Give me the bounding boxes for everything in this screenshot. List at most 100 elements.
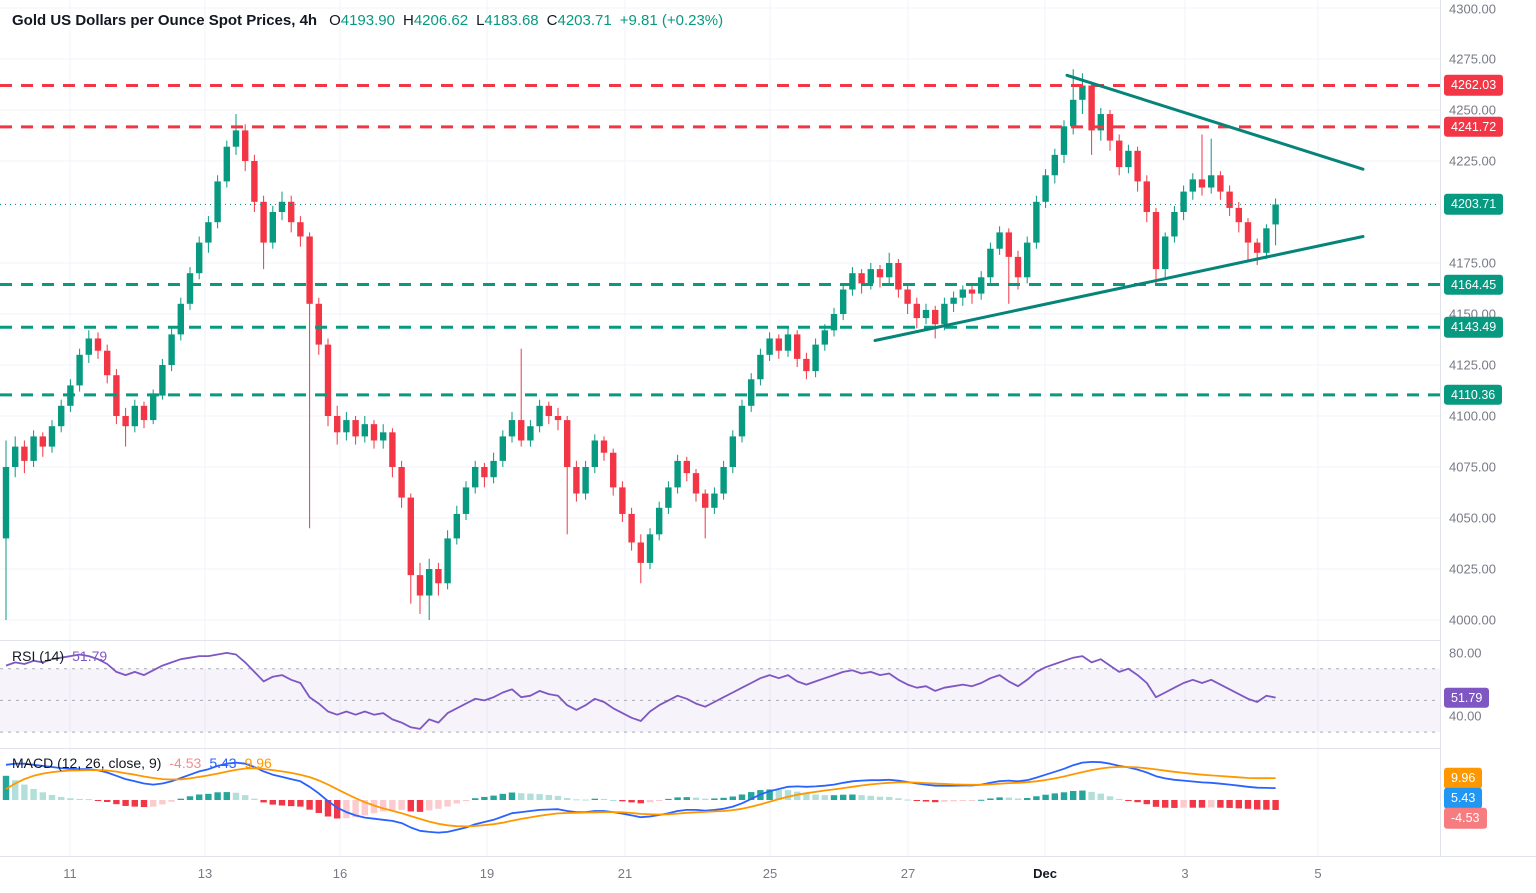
macd-hist-badge[interactable]: -4.53 (1444, 807, 1487, 829)
candle-body (527, 426, 534, 441)
macd-histogram-bar (1005, 797, 1012, 800)
macd-histogram-bar (1097, 793, 1104, 800)
macd-histogram-bar (58, 796, 65, 800)
axis-tick: 4250.00 (1449, 102, 1496, 118)
macd-histogram-bar (702, 798, 709, 800)
rsi-legend: RSI (14) 51.79 (12, 648, 107, 664)
macd-histogram-bar (1254, 800, 1261, 810)
macd-histogram-bar (30, 789, 37, 800)
candle-body (1254, 242, 1261, 253)
macd-histogram-bar (1180, 800, 1187, 808)
candle-body (941, 303, 948, 325)
candle-body (490, 460, 497, 478)
time-label: 5 (1314, 866, 1322, 881)
macd-histogram-bar (48, 794, 56, 800)
macd-histogram-bar (922, 800, 930, 802)
macd-signal-badge[interactable]: 9.96 (1444, 767, 1483, 789)
macd-histogram-bar (1088, 791, 1095, 800)
axis-tick: 4125.00 (1449, 357, 1496, 373)
macd-histogram-bar (1272, 800, 1279, 810)
candle-body (683, 460, 690, 474)
macd-histogram-bar (21, 784, 28, 800)
macd-histogram-bar (343, 800, 350, 819)
macd-histogram-bar (600, 798, 608, 800)
level-price-badge[interactable]: 4241.72 (1444, 116, 1504, 138)
trendline[interactable] (1065, 73, 1365, 171)
macd-histogram-bar (950, 800, 957, 802)
candle-body (1125, 150, 1132, 168)
candle-body (886, 263, 893, 278)
symbol-legend: Gold US Dollars per Ounce Spot Prices, 4… (12, 12, 723, 29)
macd-hist-value: -4.53 (169, 755, 202, 771)
macd-histogram-bar (1116, 798, 1123, 800)
macd-histogram-bar (876, 796, 884, 800)
macd-histogram-bar (932, 800, 939, 803)
open-value: 4193.90 (340, 12, 395, 29)
candle-body (334, 416, 341, 433)
candle-body (1097, 114, 1104, 131)
macd-histogram-bar (849, 794, 856, 800)
macd-histogram-bar (1033, 796, 1040, 800)
pane-separator-rsi[interactable] (0, 640, 1440, 641)
trendline[interactable] (873, 234, 1365, 343)
axis-tick: 4000.00 (1449, 612, 1496, 628)
macd-histogram-bar (398, 800, 405, 810)
candle-body (288, 201, 295, 223)
change-value: +9.81 (+0.23%) (619, 12, 724, 29)
candle-body (1272, 204, 1279, 225)
macd-histogram-bar (113, 800, 120, 805)
candle-body (950, 297, 957, 304)
macd-histogram-bar (619, 800, 626, 802)
rsi-title[interactable]: RSI (14) (12, 648, 65, 664)
candle-body (472, 467, 479, 488)
time-axis[interactable]: 11 13 16 19 21 25 27 Dec 3 5 (0, 857, 1536, 893)
level-price-badge[interactable]: 4164.45 (1444, 274, 1504, 295)
candle-body (1014, 256, 1022, 278)
macd-histogram-bar (472, 798, 479, 800)
macd-histogram-bar (812, 794, 819, 800)
macd-histogram-bar (361, 800, 368, 816)
macd-histogram-bar (591, 798, 598, 800)
axis-tick: 80.00 (1449, 645, 1482, 661)
rsi-value-badge[interactable]: 51.79 (1444, 687, 1490, 708)
macd-histogram-bar (306, 800, 313, 810)
low-label: L (476, 12, 485, 29)
price-axis[interactable]: 4300.00 4275.00 4250.00 4225.00 4175.00 4150.… (1441, 0, 1536, 856)
macd-signal-line (5, 766, 1276, 828)
rsi-line (5, 652, 1276, 730)
macd-histogram-bar (1143, 800, 1150, 805)
price-chart-canvas[interactable] (0, 0, 1440, 856)
symbol-title[interactable]: Gold US Dollars per Ounce Spot Prices, 4… (12, 12, 318, 29)
macd-histogram-bar (278, 800, 286, 806)
macd-histogram-bar (435, 800, 442, 809)
macd-histogram-bar (122, 800, 129, 806)
level-price-badge[interactable]: 4110.36 (1444, 384, 1503, 406)
candle-body (932, 309, 939, 325)
candle-body (150, 395, 157, 421)
macd-histogram-bar (830, 795, 838, 800)
candle-body (1208, 175, 1215, 188)
macd-line-badge[interactable]: 5.43 (1444, 787, 1483, 809)
macd-histogram-bar (324, 800, 332, 817)
macd-histogram-bar (232, 792, 240, 800)
candle-body (389, 432, 396, 467)
macd-line-value: 5.43 (209, 755, 237, 771)
candle-body (159, 365, 166, 396)
candle-body (591, 440, 598, 467)
candle-body (978, 277, 985, 294)
candle-body (656, 507, 663, 535)
level-price-badge[interactable]: 4143.49 (1444, 317, 1504, 338)
last-price-badge[interactable]: 4203.71 (1444, 194, 1504, 215)
macd-histogram-bar (665, 798, 672, 800)
macd-title[interactable]: MACD (12, 26, close, 9) (12, 755, 162, 771)
macd-histogram-bar (858, 795, 865, 800)
pane-separator-macd[interactable] (0, 748, 1440, 749)
high-label: H (402, 12, 414, 29)
level-price-badge[interactable]: 4262.03 (1444, 75, 1504, 96)
candle-body (803, 358, 810, 372)
close-label: C (546, 12, 558, 29)
candle-body (1152, 212, 1160, 270)
candle-body (1235, 207, 1242, 223)
macd-histogram-bar (352, 800, 359, 818)
candle-body (996, 232, 1003, 249)
